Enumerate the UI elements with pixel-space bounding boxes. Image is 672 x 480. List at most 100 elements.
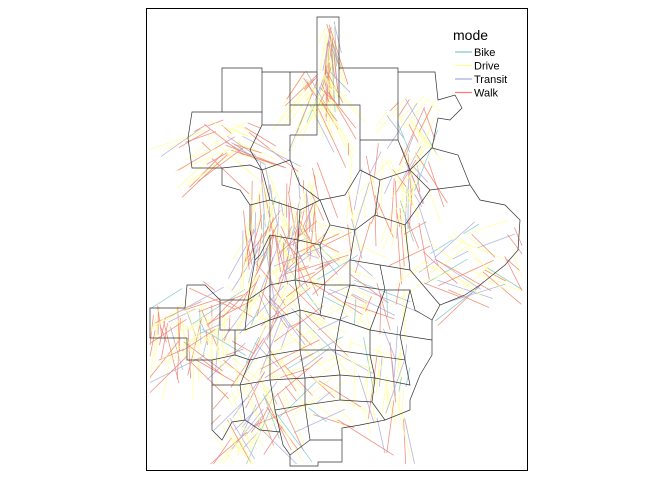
zone-line	[349, 284, 386, 291]
flow-line	[282, 242, 285, 268]
flow-line	[259, 224, 278, 266]
flow-line	[447, 235, 504, 260]
flow-line	[207, 342, 246, 380]
flow-line	[354, 298, 357, 325]
flow-line	[321, 82, 330, 103]
flow-line	[391, 216, 400, 248]
flow-line	[405, 367, 411, 388]
flow-line	[249, 141, 286, 156]
flow-line	[241, 185, 263, 247]
flow-line	[323, 76, 362, 114]
flow-line	[253, 296, 285, 314]
flow-line	[404, 186, 408, 228]
flow-line	[399, 415, 411, 458]
flow-line	[284, 386, 297, 402]
flow-line	[398, 377, 402, 392]
flow-line	[197, 146, 245, 182]
legend-label-transit: Transit	[474, 74, 507, 86]
flow-line	[242, 432, 258, 450]
flow-line	[389, 341, 396, 403]
flow-line	[274, 410, 313, 462]
flow-line	[430, 239, 453, 254]
flow-line	[331, 380, 346, 393]
flow-line	[288, 236, 311, 247]
flow-line	[211, 315, 213, 360]
flow-line	[162, 334, 176, 399]
zone-line	[269, 309, 301, 321]
flow-line	[205, 312, 213, 362]
flow-line	[426, 267, 459, 282]
flow-line	[338, 398, 377, 416]
flow-line	[257, 313, 270, 346]
flow-line	[228, 301, 254, 319]
flow-line	[352, 293, 396, 316]
flow-line	[353, 181, 370, 233]
flow-line	[386, 290, 388, 317]
flow-line	[333, 22, 342, 53]
flow-line	[203, 281, 216, 291]
flow-line	[382, 328, 397, 361]
flow-line	[404, 135, 414, 158]
flow-line	[161, 323, 168, 359]
flow-line	[150, 288, 183, 309]
flow-line	[188, 359, 229, 399]
flow-line	[312, 167, 320, 200]
flow-line	[287, 196, 301, 255]
zone-line	[290, 104, 318, 136]
flow-line	[371, 175, 377, 198]
flow-line	[328, 300, 340, 311]
flow-line	[150, 306, 161, 335]
flow-line	[239, 285, 284, 334]
flow-line	[319, 33, 326, 74]
flow-line	[261, 226, 269, 245]
flow-line	[386, 115, 405, 139]
flow-line	[512, 252, 523, 278]
flow-line	[437, 279, 494, 299]
flow-line	[392, 179, 419, 214]
flow-line	[448, 289, 490, 308]
flow-line	[258, 204, 270, 245]
flow-line	[199, 357, 221, 374]
flow-line	[385, 374, 410, 431]
flow-line	[264, 165, 283, 207]
flow-line	[350, 294, 367, 304]
flow-line	[455, 262, 493, 297]
flow-line	[238, 228, 251, 294]
flow-line	[244, 193, 262, 231]
flow-line	[303, 190, 310, 241]
flow-line	[282, 314, 306, 346]
zone-line	[221, 164, 263, 171]
flow-line	[317, 226, 338, 237]
flow-line	[296, 203, 314, 242]
flow-line	[149, 330, 156, 357]
flow-line	[259, 334, 293, 376]
flow-line	[330, 399, 354, 424]
flow-line	[378, 355, 383, 387]
flow-line	[376, 282, 391, 331]
flow-line	[189, 287, 236, 310]
flow-line	[244, 317, 278, 375]
flow-line	[403, 419, 407, 465]
flow-line	[183, 341, 223, 372]
flow-line	[151, 339, 209, 370]
flow-line	[252, 403, 308, 427]
flow-line	[273, 305, 324, 343]
flow-line	[408, 124, 419, 143]
flow-line	[297, 102, 327, 136]
flow-line	[316, 162, 339, 219]
flow-line	[181, 328, 216, 352]
flow-line	[466, 219, 509, 235]
flow-line	[399, 207, 405, 267]
flow-line	[321, 75, 366, 124]
flow-line	[385, 388, 396, 425]
flow-line	[465, 246, 496, 278]
flow-line	[245, 336, 260, 364]
flow-line	[304, 76, 318, 91]
flow-line	[297, 258, 300, 286]
flow-line	[423, 108, 436, 141]
flow-line	[309, 280, 363, 316]
flow-line	[283, 198, 286, 216]
zone-line	[349, 229, 411, 271]
flow-line	[311, 228, 360, 277]
